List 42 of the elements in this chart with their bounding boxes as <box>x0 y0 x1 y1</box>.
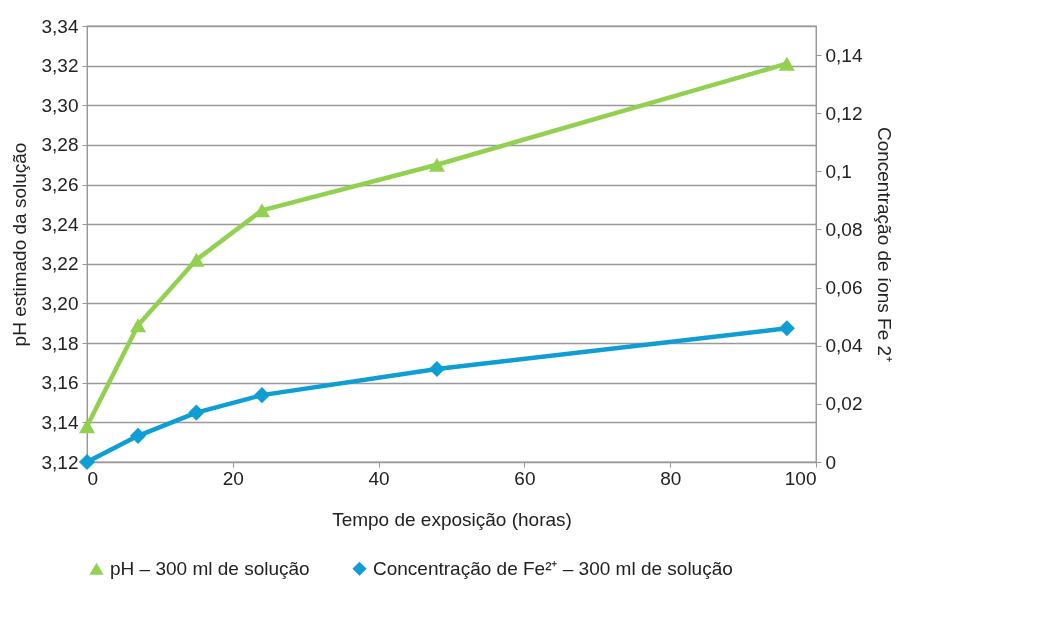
y-tick-label: 3,20 <box>41 292 79 314</box>
x-tick-label: 100 <box>784 467 817 489</box>
x-tick-label: 40 <box>368 467 390 489</box>
y2-tick-label: 0,06 <box>825 277 863 299</box>
point <box>78 453 96 471</box>
y-tick-label: 3,14 <box>41 411 79 433</box>
x-axis-title: Tempo de exposição (horas) <box>332 508 572 530</box>
y2-tick-label: 0,12 <box>825 102 863 124</box>
point <box>778 320 795 337</box>
y2-tick-label: 0,14 <box>825 44 863 66</box>
y-tick-label: 3,24 <box>41 213 79 235</box>
y2-axis-title: Concentração de íons Fe 2⁺ <box>874 126 896 363</box>
y2-tick-label: 0,04 <box>825 335 863 357</box>
point <box>253 387 271 404</box>
y-tick-label: 3,34 <box>41 15 79 37</box>
y-tick-label: 3,32 <box>41 55 79 77</box>
legend-label: Concentração de Fe²⁺ – 300 ml de solução <box>373 557 733 579</box>
y-tick-label: 3,26 <box>41 174 79 196</box>
y2-tick-label: 0 <box>825 451 837 473</box>
point <box>778 56 795 71</box>
point <box>428 360 445 378</box>
point <box>428 157 445 172</box>
y2-tick-label: 0,08 <box>825 218 863 240</box>
legend-label: pH – 300 ml de solução <box>110 557 310 579</box>
x-tick-label: 20 <box>222 467 244 489</box>
x-tick-label: 0 <box>87 467 99 489</box>
y-tick-label: 3,18 <box>41 332 79 354</box>
point <box>129 318 147 333</box>
point <box>188 252 205 267</box>
y-tick-label: 3,22 <box>41 253 79 275</box>
y2-tick-label: 0,1 <box>825 160 852 182</box>
x-tick-label: 60 <box>514 467 536 489</box>
y-tick-label: 3,16 <box>41 372 79 394</box>
y-tick-label: 3,28 <box>41 134 79 156</box>
y-axis-title: pH estimado da solução <box>8 142 30 347</box>
y-tick-label: 3,12 <box>41 451 79 473</box>
point <box>129 427 147 444</box>
y2-tick-label: 0,02 <box>825 393 863 415</box>
point <box>188 404 205 421</box>
y-tick-label: 3,30 <box>41 94 79 116</box>
x-tick-label: 80 <box>660 467 682 489</box>
point <box>78 419 96 434</box>
